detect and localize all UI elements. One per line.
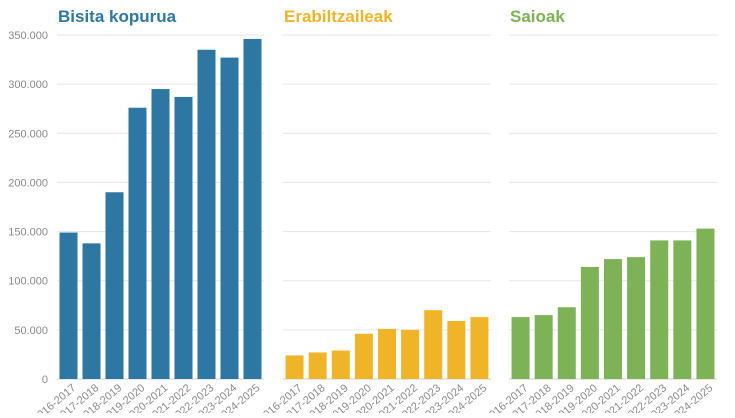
y-tick-label: 250.000 xyxy=(8,128,48,140)
y-tick-label: 0 xyxy=(42,374,48,386)
panel-1-bar xyxy=(243,38,262,379)
panel-2-bar xyxy=(354,333,373,379)
panel-3-bar xyxy=(604,259,622,379)
panel-2-title: Erabiltzaileak xyxy=(284,7,393,26)
panel-2-bar xyxy=(331,350,350,379)
panel-3-bar xyxy=(534,315,553,379)
panel-3-bar xyxy=(511,317,530,379)
panel-3-bar xyxy=(627,257,646,379)
panel-3-bar xyxy=(557,307,576,379)
y-tick-label: 50.000 xyxy=(14,325,48,337)
panel-2-bar xyxy=(470,317,489,379)
panel-3-bar xyxy=(650,240,669,379)
panel-1-bar xyxy=(105,192,124,379)
panel-1-bar xyxy=(174,96,193,380)
panel-2-bar xyxy=(424,310,443,379)
panel-2-bar xyxy=(308,352,327,379)
panel-1-bar xyxy=(197,49,216,379)
y-tick-label: 300.000 xyxy=(8,79,48,91)
panel-3-bar xyxy=(673,240,692,379)
panel-1-bar xyxy=(59,232,78,379)
y-tick-label: 200.000 xyxy=(8,177,48,189)
panel-3-bar xyxy=(696,228,715,379)
panel-2-bar xyxy=(378,328,396,379)
panel-3-bar xyxy=(580,266,599,379)
panel-1-bar xyxy=(82,243,101,379)
y-tick-label: 350.000 xyxy=(8,30,48,42)
y-tick-label: 100.000 xyxy=(8,276,48,288)
panel-2-bar xyxy=(447,321,466,379)
y-tick-label: 150.000 xyxy=(8,227,48,239)
panel-2-bar xyxy=(401,329,420,379)
panel-1-bar xyxy=(128,107,147,379)
panel-2-bar xyxy=(285,355,304,379)
panel-1-bar xyxy=(220,57,239,379)
panel-1-title: Bisita kopurua xyxy=(58,7,177,26)
panel-3-title: Saioak xyxy=(510,7,565,26)
panel-1-bar xyxy=(151,89,170,380)
